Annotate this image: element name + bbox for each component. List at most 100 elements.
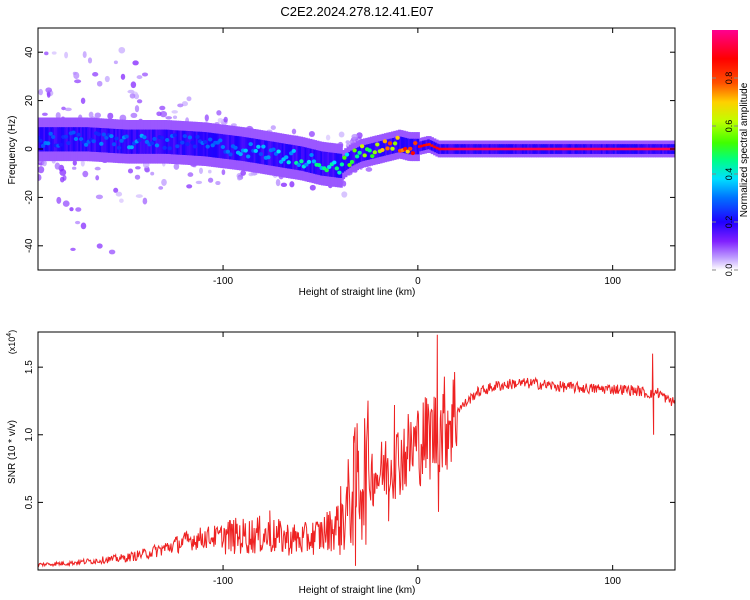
heatmap-band-cell (130, 129, 134, 154)
heatmap-band-cell (271, 141, 274, 166)
heatmap-ridge-cell (385, 146, 390, 151)
heatmap-band-cell (46, 127, 50, 152)
heatmap-band-cell (297, 146, 301, 171)
heatmap-noise-cell (216, 110, 222, 116)
heatmap-ridge-cell (504, 147, 507, 151)
heatmap-ridge-cell (380, 148, 385, 152)
heatmap-ridge-cell (448, 147, 452, 151)
heatmap-band-cell (392, 138, 395, 154)
heatmap-noise-cell (115, 191, 123, 197)
heatmap-ridge-cell (375, 142, 380, 147)
heatmap-ridge-cell (488, 147, 492, 151)
heatmap-noise-cell (158, 186, 164, 190)
heatmap-noise-cell (119, 198, 124, 203)
heatmap-band-cell (258, 139, 262, 164)
snr-y-tick-label: 0.5 (24, 495, 35, 509)
heatmap-ridge-cell (324, 168, 329, 173)
heatmap-ridge-cell (435, 146, 439, 150)
heatmap-ridge-cell (38, 135, 41, 140)
heatmap-band-cell (218, 133, 222, 159)
heatmap-ridge-cell (202, 140, 208, 144)
heatmap-noise-cell (161, 178, 167, 186)
heatmap-band-cell (95, 127, 99, 152)
heatmap-ridge-cell (195, 134, 200, 139)
heatmap-ridge-cell (567, 147, 571, 151)
snr-x-tick-label: -100 (213, 576, 233, 587)
heatmap-ridge-cell (405, 149, 410, 154)
snr-x-tick-label: 100 (604, 576, 621, 587)
heatmap-band-cell (399, 136, 402, 153)
heatmap-band-cell (350, 150, 353, 167)
heatmap-band-cell (346, 153, 350, 169)
snr-frame (37, 331, 676, 571)
heatmap-ridge-cell (521, 147, 525, 151)
heatmap-band-cell (278, 142, 281, 167)
heatmap-ridge-cell (114, 136, 119, 141)
heatmap-ridge-cell (569, 147, 573, 151)
heatmap-ridge-cell (104, 135, 109, 140)
heatmap-noise-cell (221, 169, 226, 176)
snr-scale-label: (x104) (6, 330, 17, 354)
heatmap-band-cell (318, 150, 322, 176)
heatmap-noise-cell (72, 160, 77, 166)
heatmap-band-cell (371, 143, 374, 159)
heatmap-noise-cell (46, 91, 51, 98)
heatmap-ridge-cell (440, 147, 444, 151)
heatmap-noise-cell (177, 103, 184, 108)
heatmap-ridge-cell (428, 143, 431, 146)
heatmap-ridge-cell (625, 147, 629, 151)
heatmap-ridge-cell (246, 154, 251, 159)
heatmap-noise-cell (187, 172, 194, 177)
heatmap-band-cell (66, 127, 69, 152)
heatmap-noise-cell (82, 170, 89, 178)
heatmap-ridge-cell (643, 147, 646, 151)
heatmap-noise-cell (108, 249, 116, 255)
heatmap-band-cell (60, 127, 64, 152)
colorbar-tick-label: 0.0 (724, 264, 734, 277)
heatmap-ridge-cell (425, 143, 429, 146)
heatmap-band-cell (99, 128, 102, 153)
heatmap-ridge-cell (620, 147, 624, 151)
heatmap-ridge-cell (577, 147, 581, 151)
heatmap-ridge-cell (71, 130, 76, 135)
heatmap-band-cell (225, 134, 229, 159)
heatmap-band-cell (108, 128, 111, 153)
heatmap-band-cell (320, 151, 323, 176)
heatmap-band-cell (171, 130, 174, 155)
heatmap-band-cell (113, 128, 116, 154)
heatmap-noise-cell (62, 200, 70, 207)
heatmap-band-cell (294, 145, 297, 170)
heatmap-noise-cell (127, 168, 134, 174)
heatmap-band-cell (365, 144, 369, 160)
heatmap-noise-cell (136, 99, 143, 104)
heatmap-ridge-cell (458, 147, 462, 151)
snr-x-label: Height of straight line (km) (299, 585, 416, 596)
heatmap-ridge-cell (258, 152, 264, 157)
heatmap-ridge-cell (76, 132, 81, 137)
heatmap-noise-cell (120, 73, 126, 80)
heatmap-noise-cell (44, 51, 49, 56)
heatmap-band-cell (336, 153, 339, 178)
heatmap-band-cell (164, 129, 167, 154)
heatmap-band-cell (337, 153, 341, 178)
heatmap-ridge-cell (225, 149, 231, 154)
heatmap-ridge-cell (129, 145, 134, 150)
heatmap-ridge-cell (597, 147, 601, 151)
heatmap-ridge-cell (453, 147, 457, 151)
heatmap-ridge-cell (602, 147, 606, 151)
heatmap-noise-cell (45, 87, 53, 93)
heatmap-ridge-cell (536, 147, 540, 151)
heatmap-ridge-cell (109, 134, 114, 139)
heatmap-band-cell (260, 139, 264, 165)
heatmap-noise-cell (270, 125, 276, 130)
heatmap-noise-cell (118, 46, 126, 54)
spectrogram-x-tick-label: -100 (213, 276, 233, 287)
heatmap-ridge-cell (635, 147, 639, 151)
heatmap-band-cell (237, 136, 241, 161)
heatmap-noise-cell (64, 51, 69, 59)
heatmap-band-cell (414, 138, 418, 155)
heatmap-ridge-cell (332, 160, 337, 165)
heatmap-ridge-cell (511, 147, 515, 151)
heatmap-band-cell (162, 129, 166, 154)
heatmap-band-cell (111, 128, 115, 153)
